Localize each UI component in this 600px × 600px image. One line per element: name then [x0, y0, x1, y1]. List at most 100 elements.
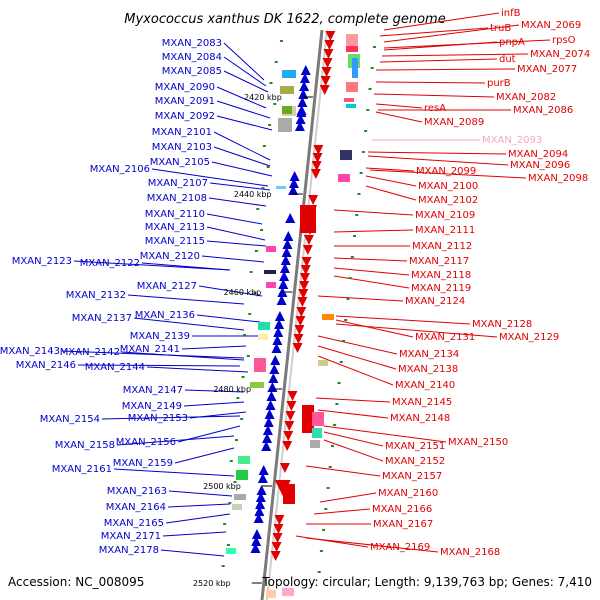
- gene-label-mxan-2118[interactable]: MXAN_2118: [411, 270, 471, 281]
- gene-label-mxan-2112[interactable]: MXAN_2112: [412, 241, 472, 252]
- reverse-gene-arrow[interactable]: [299, 273, 310, 283]
- forward-gene-arrow[interactable]: [264, 409, 275, 419]
- protein-domain-box[interactable]: [340, 150, 352, 160]
- forward-gene-arrow[interactable]: [262, 425, 273, 435]
- gene-label-mxan-2138[interactable]: MXAN_2138: [398, 364, 458, 375]
- gene-label-mxan-2092[interactable]: MXAN_2092: [155, 111, 215, 122]
- gene-label-mxan-2107[interactable]: MXAN_2107: [148, 178, 208, 189]
- gene-label-rpso[interactable]: rpsO: [552, 35, 576, 46]
- protein-domain-box[interactable]: [318, 360, 328, 366]
- protein-domain-box[interactable]: [250, 382, 264, 388]
- forward-gene-arrow[interactable]: [257, 473, 268, 483]
- protein-domain-box[interactable]: [254, 358, 266, 372]
- reverse-gene-arrow[interactable]: [313, 145, 324, 155]
- reverse-gene-arrow[interactable]: [321, 67, 332, 77]
- gene-label-mxan-2086[interactable]: MXAN_2086: [513, 105, 573, 116]
- gene-label-mxan-2166[interactable]: MXAN_2166: [372, 504, 432, 515]
- forward-gene-arrow[interactable]: [279, 271, 290, 281]
- protein-domain-box[interactable]: [236, 470, 248, 480]
- protein-domain-box[interactable]: [258, 322, 270, 330]
- gene-label-mxan-2103[interactable]: MXAN_2103: [152, 142, 212, 153]
- gene-label-mxan-2091[interactable]: MXAN_2091: [155, 96, 215, 107]
- forward-gene-arrow[interactable]: [295, 114, 306, 124]
- gene-label-mxan-2128[interactable]: MXAN_2128: [472, 319, 532, 330]
- gene-label-mxan-2098[interactable]: MXAN_2098: [528, 173, 588, 184]
- gene-label-mxan-2137[interactable]: MXAN_2137: [72, 313, 132, 324]
- reverse-gene-arrow[interactable]: [302, 245, 313, 255]
- protein-domain-box[interactable]: [280, 86, 294, 94]
- gene-label-mxan-2165[interactable]: MXAN_2165: [104, 518, 164, 529]
- reverse-gene-arrow[interactable]: [283, 431, 294, 441]
- gene-label-mxan-2093[interactable]: MXAN_2093: [482, 135, 542, 146]
- forward-gene-arrow[interactable]: [299, 73, 310, 83]
- forward-gene-arrow[interactable]: [258, 465, 269, 475]
- gene-label-mxan-2102[interactable]: MXAN_2102: [418, 195, 478, 206]
- gene-label-mxan-2113[interactable]: MXAN_2113: [145, 222, 205, 233]
- forward-gene-arrow[interactable]: [281, 247, 292, 257]
- protein-domain-box[interactable]: [352, 58, 358, 78]
- reverse-gene-arrow[interactable]: [324, 40, 335, 50]
- reverse-gene-arrow[interactable]: [308, 195, 319, 205]
- gene-label-mxan-2119[interactable]: MXAN_2119: [411, 283, 471, 294]
- forward-gene-arrow[interactable]: [251, 536, 262, 546]
- protein-domain-box[interactable]: [300, 205, 316, 233]
- gene-label-mxan-2122[interactable]: MXAN_2122: [80, 258, 140, 269]
- gene-label-mxan-2143[interactable]: MXAN_2143: [0, 346, 60, 357]
- gene-label-purb[interactable]: purB: [487, 78, 511, 89]
- forward-gene-arrow[interactable]: [289, 171, 300, 181]
- gene-label-mxan-2147[interactable]: MXAN_2147: [123, 385, 183, 396]
- reverse-gene-arrow[interactable]: [296, 307, 307, 317]
- forward-gene-arrow[interactable]: [250, 543, 261, 553]
- reverse-gene-arrow[interactable]: [282, 441, 293, 451]
- forward-gene-arrow[interactable]: [261, 441, 272, 451]
- reverse-gene-arrow[interactable]: [297, 297, 308, 307]
- protein-domain-box[interactable]: [234, 494, 246, 500]
- reverse-gene-arrow[interactable]: [285, 411, 296, 421]
- protein-domain-box[interactable]: [310, 440, 320, 448]
- reverse-gene-arrow[interactable]: [292, 343, 303, 353]
- gene-label-mxan-2152[interactable]: MXAN_2152: [385, 456, 445, 467]
- forward-gene-arrow[interactable]: [294, 121, 305, 131]
- gene-label-mxan-2096[interactable]: MXAN_2096: [510, 160, 570, 171]
- gene-label-mxan-2171[interactable]: MXAN_2171: [101, 531, 161, 542]
- protein-domain-box[interactable]: [283, 484, 295, 504]
- gene-label-mxan-2145[interactable]: MXAN_2145: [392, 397, 452, 408]
- reverse-gene-arrow[interactable]: [279, 463, 290, 473]
- protein-domain-box[interactable]: [282, 588, 294, 596]
- gene-label-mxan-2158[interactable]: MXAN_2158: [55, 440, 115, 451]
- forward-gene-arrow[interactable]: [268, 373, 279, 383]
- protein-domain-box[interactable]: [338, 174, 350, 182]
- reverse-gene-arrow[interactable]: [273, 524, 284, 534]
- protein-domain-box[interactable]: [346, 34, 358, 46]
- gene-label-mxan-2127[interactable]: MXAN_2127: [137, 281, 197, 292]
- reverse-gene-arrow[interactable]: [284, 421, 295, 431]
- protein-domain-box[interactable]: [226, 548, 236, 554]
- gene-label-mxan-2084[interactable]: MXAN_2084: [162, 52, 222, 63]
- gene-label-mxan-2089[interactable]: MXAN_2089: [424, 117, 484, 128]
- gene-label-trub[interactable]: truB: [490, 23, 511, 34]
- forward-gene-arrow[interactable]: [299, 81, 310, 91]
- forward-gene-arrow[interactable]: [282, 239, 293, 249]
- forward-gene-arrow[interactable]: [256, 485, 267, 495]
- gene-label-mxan-2120[interactable]: MXAN_2120: [140, 251, 200, 262]
- gene-label-mxan-2124[interactable]: MXAN_2124: [405, 296, 465, 307]
- protein-domain-box[interactable]: [346, 82, 358, 92]
- reverse-gene-arrow[interactable]: [286, 401, 297, 411]
- forward-gene-arrow[interactable]: [297, 97, 308, 107]
- protein-domain-box[interactable]: [266, 282, 276, 288]
- gene-label-mxan-2077[interactable]: MXAN_2077: [517, 64, 577, 75]
- protein-domain-box[interactable]: [312, 412, 324, 426]
- gene-label-mxan-2149[interactable]: MXAN_2149: [122, 401, 182, 412]
- gene-label-mxan-2074[interactable]: MXAN_2074: [530, 49, 590, 60]
- gene-label-mxan-2140[interactable]: MXAN_2140: [395, 380, 455, 391]
- gene-label-mxan-2099[interactable]: MXAN_2099: [416, 166, 476, 177]
- protein-domain-box[interactable]: [302, 405, 314, 433]
- reverse-gene-arrow[interactable]: [271, 542, 282, 552]
- forward-gene-arrow[interactable]: [296, 107, 307, 117]
- forward-gene-arrow[interactable]: [274, 319, 285, 329]
- protein-domain-box[interactable]: [322, 314, 334, 320]
- reverse-gene-arrow[interactable]: [322, 58, 333, 68]
- gene-label-dut[interactable]: dut: [499, 54, 516, 65]
- forward-gene-arrow[interactable]: [255, 499, 266, 509]
- reverse-gene-arrow[interactable]: [325, 31, 336, 41]
